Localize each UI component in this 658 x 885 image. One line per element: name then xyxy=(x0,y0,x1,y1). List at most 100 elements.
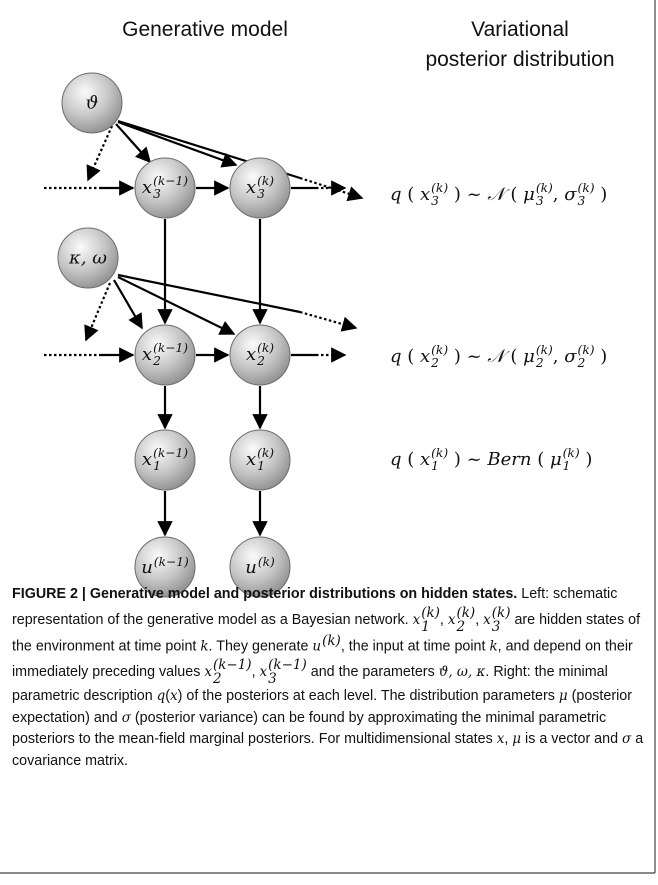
text: . Right: the minimal parametric descript… xyxy=(12,663,608,704)
script-stack: (k) 3 xyxy=(536,182,553,208)
math-symbol: σ xyxy=(564,346,577,367)
superscript: (k) xyxy=(535,181,553,196)
caption: FIGURE 2 | Generative model and posterio… xyxy=(12,584,648,772)
text: Left: schematic representation of the ge… xyxy=(12,586,618,628)
superscript: (k) xyxy=(421,604,440,621)
text: ) xyxy=(579,449,593,470)
script-stack: (k−1) 2 xyxy=(153,342,188,368)
text: . They generate xyxy=(208,638,313,655)
math-symbol: k xyxy=(200,638,209,655)
math-symbol: x xyxy=(141,449,153,470)
text: ( xyxy=(531,449,550,470)
node-label: x (k−1) 2 xyxy=(142,342,188,368)
text: , xyxy=(552,346,565,367)
text: ) of the posteriors at each level. The d… xyxy=(177,688,559,704)
superscript: (k) xyxy=(257,554,275,569)
subscript: 1 xyxy=(153,459,161,473)
header-right-2: posterior distribution xyxy=(425,48,615,71)
node-label: u (k−1) xyxy=(141,554,189,578)
script-stack: (k) 1 xyxy=(563,447,580,473)
math-symbol: q xyxy=(390,184,402,205)
text: , xyxy=(251,663,260,680)
edge xyxy=(115,123,152,164)
superscript: (k−1) xyxy=(153,554,189,569)
math-symbol: μ xyxy=(549,449,562,470)
text: ) ~ xyxy=(448,346,488,367)
subscript: 2 xyxy=(153,354,161,368)
superscript: (k−1) xyxy=(268,656,307,673)
text: ( xyxy=(401,346,420,367)
superscript: (k−1) xyxy=(212,656,252,673)
superscript: (k) xyxy=(431,181,449,196)
math-symbol: q xyxy=(390,449,402,470)
math-symbol: x xyxy=(141,344,153,365)
script-stack: (k) 2 xyxy=(536,344,553,370)
math-symbol: x xyxy=(245,344,257,365)
script-stack: (k) 3 xyxy=(431,182,448,208)
math-symbol: μ xyxy=(523,184,535,205)
math-symbol: κ, ω xyxy=(69,247,107,269)
node-label: x (k−1) 1 xyxy=(142,447,188,473)
text: ) ~ xyxy=(448,184,488,205)
math-symbol: q xyxy=(156,688,166,704)
script-stack: (k) 2 xyxy=(431,344,448,370)
math-symbol: x xyxy=(204,663,212,680)
script-stack: (k−1) 1 xyxy=(153,447,188,473)
subscript: 1 xyxy=(257,459,265,473)
text: , xyxy=(552,184,565,205)
subscript: 2 xyxy=(257,354,265,368)
math-symbol: u xyxy=(245,557,257,579)
node xyxy=(134,324,196,386)
math-symbol: x xyxy=(483,611,491,628)
subscript: 3 xyxy=(268,670,277,687)
text: are hidden states of the environment at … xyxy=(12,611,641,655)
math-symbol: x xyxy=(245,177,257,198)
subscript: 2 xyxy=(456,618,466,635)
script-stack: (k) 1 xyxy=(431,447,448,473)
node xyxy=(229,536,291,598)
superscript: (k) xyxy=(577,343,595,358)
text: ) xyxy=(594,184,608,205)
edge-dotted xyxy=(86,125,114,182)
edge-dotted xyxy=(299,176,364,202)
text: ( xyxy=(401,449,420,470)
superscript: (k) xyxy=(456,604,476,621)
node xyxy=(61,72,123,134)
node xyxy=(134,429,196,491)
node-label: ϑ xyxy=(86,93,99,114)
header-left: Generative model xyxy=(122,18,288,41)
text: ( xyxy=(165,688,171,704)
script-stack: (k) 3 xyxy=(257,175,274,201)
math-symbol: x xyxy=(447,611,456,628)
math-symbol: ϑ, ω, κ xyxy=(438,663,486,680)
math-symbol: x xyxy=(412,611,421,628)
script-stack: (k) 1 xyxy=(257,447,274,473)
text: ( xyxy=(504,184,524,205)
node xyxy=(229,429,291,491)
subscript: 3 xyxy=(491,618,501,635)
script-stack: (k−1) 2 xyxy=(212,656,252,686)
script-stack: (k) 2 xyxy=(578,344,595,370)
subscript: 3 xyxy=(535,194,544,208)
text: , xyxy=(439,611,448,628)
math-symbol: q xyxy=(390,346,402,367)
script-stack: (k) xyxy=(322,634,341,648)
text: , xyxy=(475,611,484,628)
node-label: x (k) 3 xyxy=(246,175,274,201)
math-symbol: μ xyxy=(523,346,535,367)
edge-dotted xyxy=(299,310,358,332)
edge-dotted xyxy=(84,282,112,342)
math-symbol: 𝒩 xyxy=(487,184,505,205)
superscript: (k) xyxy=(257,446,275,461)
script-stack: (k−1) 3 xyxy=(268,656,307,687)
math-symbol: u xyxy=(312,638,322,655)
script-stack: (k) 3 xyxy=(491,605,511,635)
posterior-formula: q ( x (k) 3 ) ~ 𝒩 ( μ (k) 3, σ (k) 3 ) xyxy=(390,182,607,208)
subscript: 1 xyxy=(421,618,430,635)
script-stack: (k) 2 xyxy=(456,604,476,635)
superscript: (k) xyxy=(562,446,580,461)
text: , the input at time point xyxy=(340,638,490,655)
superscript: (k) xyxy=(431,446,449,461)
